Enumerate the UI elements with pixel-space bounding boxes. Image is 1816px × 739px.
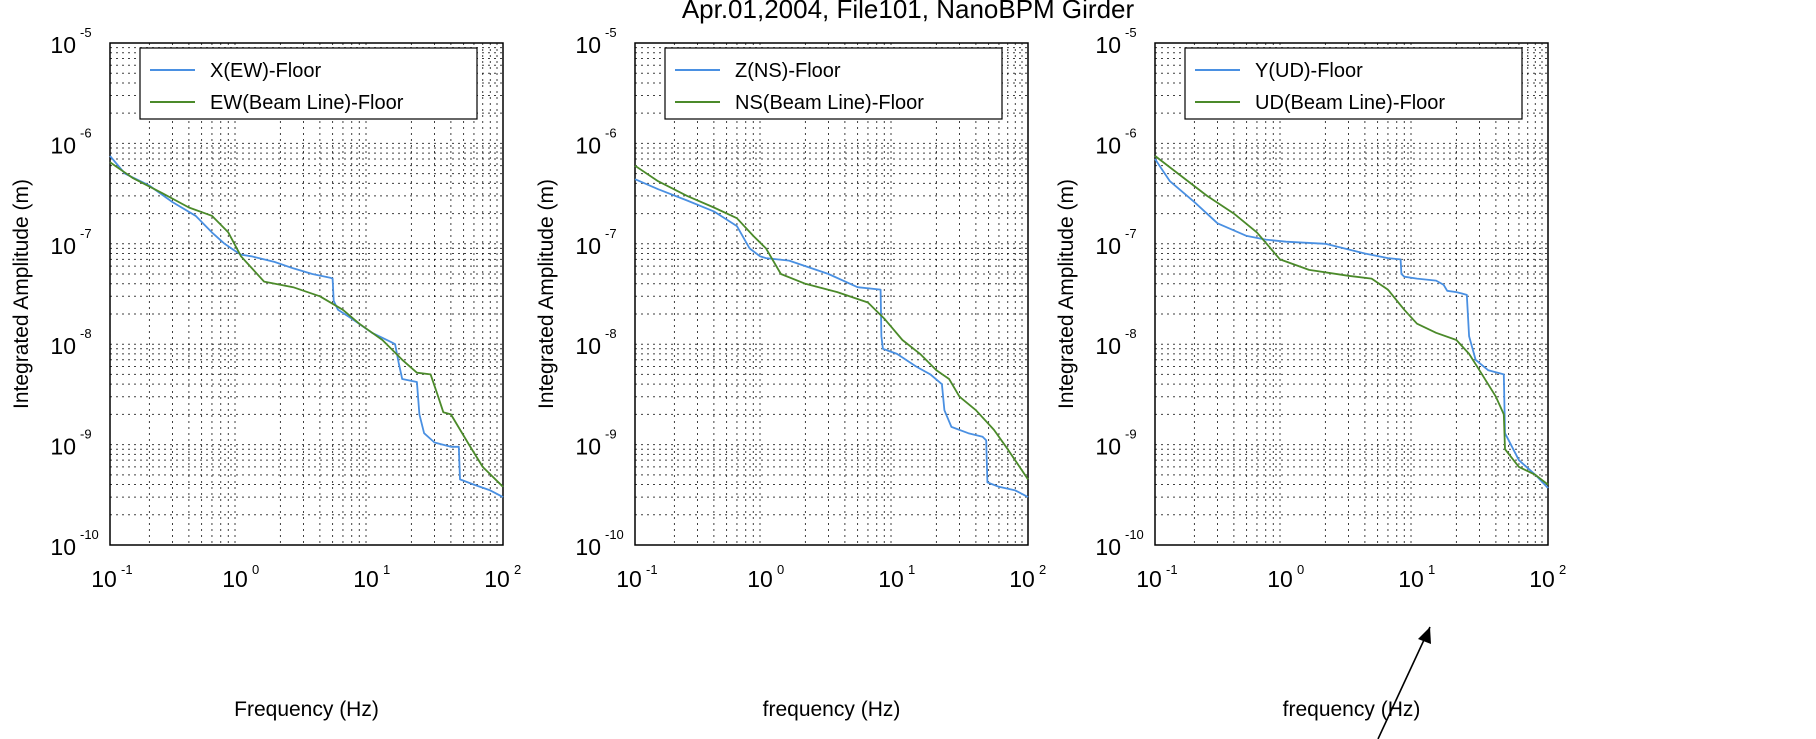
- y-tick-label: 10: [575, 333, 601, 359]
- y-tick-exponent: -6: [605, 125, 617, 140]
- legend-label: UD(Beam Line)-Floor: [1255, 92, 1445, 114]
- legend: X(EW)-Floor EW(Beam Line)-Floor: [139, 47, 478, 120]
- y-axis-label: Integrated Amplitude (m): [10, 179, 33, 409]
- y-tick-label: 10: [1095, 534, 1121, 560]
- y-tick-exponent: -9: [605, 427, 617, 442]
- x-tick-label: 10: [1398, 566, 1424, 592]
- series-line-2: [1154, 155, 1549, 486]
- x-tick-label: 10: [91, 566, 117, 592]
- y-tick-label: 10: [575, 132, 601, 158]
- y-tick-exponent: -10: [1125, 527, 1144, 542]
- x-tick-label: 10: [616, 566, 642, 592]
- plot-frame: [109, 42, 504, 546]
- series-line-2: [634, 164, 1029, 480]
- y-tick-label: 10: [1095, 434, 1121, 460]
- plot-frame: [634, 42, 1029, 546]
- legend-box: [664, 47, 1003, 120]
- y-tick-exponent: -10: [80, 527, 99, 542]
- y-tick-label: 10: [1095, 132, 1121, 158]
- x-tick-label: 10: [1529, 566, 1555, 592]
- y-tick-label: 10: [50, 32, 76, 58]
- x-tick-label: 10: [1009, 566, 1035, 592]
- y-tick-exponent: -5: [1125, 25, 1137, 40]
- x-tick-exponent: 1: [383, 562, 390, 577]
- figure-title: Apr.01,2004, File101, NanoBPM Girder: [682, 0, 1135, 24]
- y-tick-label: 10: [50, 132, 76, 158]
- y-tick-label: 10: [50, 534, 76, 560]
- legend-label: EW(Beam Line)-Floor: [210, 92, 404, 114]
- x-tick-label: 10: [878, 566, 904, 592]
- x-tick-label: 10: [484, 566, 510, 592]
- y-tick-label: 10: [1095, 32, 1121, 58]
- x-tick-exponent: 2: [1559, 562, 1566, 577]
- legend-box: [1184, 47, 1523, 120]
- legend-label: Y(UD)-Floor: [1255, 60, 1363, 82]
- y-tick-exponent: -5: [605, 25, 617, 40]
- series-line-1: [1154, 158, 1549, 489]
- y-tick-exponent: -9: [80, 427, 92, 442]
- y-tick-exponent: -6: [80, 125, 92, 140]
- x-tick-exponent: -1: [646, 562, 658, 577]
- legend-label: Z(NS)-Floor: [735, 60, 841, 82]
- x-tick-exponent: -1: [121, 562, 133, 577]
- chart-panel-2: 10 -1 10 0 10 1 10 2 10 -10 10 -9 10 -8 10 -7 10 -6 10 -5 fr…: [535, 25, 1046, 721]
- x-tick-label: 10: [353, 566, 379, 592]
- series-line-1: [109, 155, 504, 498]
- series-line-1: [634, 178, 1029, 498]
- y-tick-exponent: -7: [1125, 226, 1137, 241]
- x-tick-label: 10: [747, 566, 773, 592]
- y-axis-label: Integrated Amplitude (m): [535, 179, 558, 409]
- y-tick-exponent: -8: [605, 326, 617, 341]
- y-tick-exponent: -10: [605, 527, 624, 542]
- legend-label: NS(Beam Line)-Floor: [735, 92, 924, 114]
- x-tick-exponent: -1: [1166, 562, 1178, 577]
- legend-box: [139, 47, 478, 120]
- series-line-2: [109, 161, 504, 488]
- y-axis-label: Integrated Amplitude (m): [1055, 179, 1078, 409]
- legend: Z(NS)-Floor NS(Beam Line)-Floor: [664, 47, 1003, 120]
- plot-frame: [1154, 42, 1549, 546]
- y-tick-exponent: -6: [1125, 125, 1137, 140]
- y-tick-exponent: -8: [1125, 326, 1137, 341]
- y-tick-label: 10: [575, 32, 601, 58]
- x-tick-exponent: 0: [1297, 562, 1304, 577]
- y-tick-exponent: -8: [80, 326, 92, 341]
- x-axis-label: frequency (Hz): [1283, 698, 1421, 721]
- y-tick-label: 10: [1095, 233, 1121, 259]
- y-tick-label: 10: [50, 434, 76, 460]
- x-tick-label: 10: [1267, 566, 1293, 592]
- y-tick-label: 10: [50, 333, 76, 359]
- y-tick-label: 10: [50, 233, 76, 259]
- y-tick-label: 10: [575, 534, 601, 560]
- y-tick-label: 10: [575, 233, 601, 259]
- y-tick-exponent: -7: [605, 226, 617, 241]
- annotation-arrowhead: [1418, 627, 1431, 644]
- x-tick-exponent: 2: [514, 562, 521, 577]
- x-axis-label: Frequency (Hz): [234, 698, 379, 721]
- y-tick-label: 10: [1095, 333, 1121, 359]
- x-tick-exponent: 2: [1039, 562, 1046, 577]
- y-tick-exponent: -7: [80, 226, 92, 241]
- legend: Y(UD)-Floor UD(Beam Line)-Floor: [1184, 47, 1523, 120]
- x-tick-exponent: 0: [777, 562, 784, 577]
- annotation-arrow: [1377, 626, 1431, 739]
- x-axis-label: frequency (Hz): [763, 698, 901, 721]
- x-tick-label: 10: [1136, 566, 1162, 592]
- chart-panel-1: 10 -1 10 0 10 1 10 2 10 -10 10 -9 10 -8 10 -7 10 -6 10 -5 Fr…: [10, 25, 521, 721]
- chart-panel-3: 10 -1 10 0 10 1 10 2 10 -10 10 -9 10 -8 10 -7 10 -6 10 -5 fr…: [1055, 25, 1566, 721]
- y-tick-exponent: -9: [1125, 427, 1137, 442]
- x-tick-exponent: 1: [1428, 562, 1435, 577]
- y-tick-exponent: -5: [80, 25, 92, 40]
- legend-label: X(EW)-Floor: [210, 60, 321, 82]
- y-tick-label: 10: [575, 434, 601, 460]
- x-tick-exponent: 1: [908, 562, 915, 577]
- x-tick-label: 10: [222, 566, 248, 592]
- x-tick-exponent: 0: [252, 562, 259, 577]
